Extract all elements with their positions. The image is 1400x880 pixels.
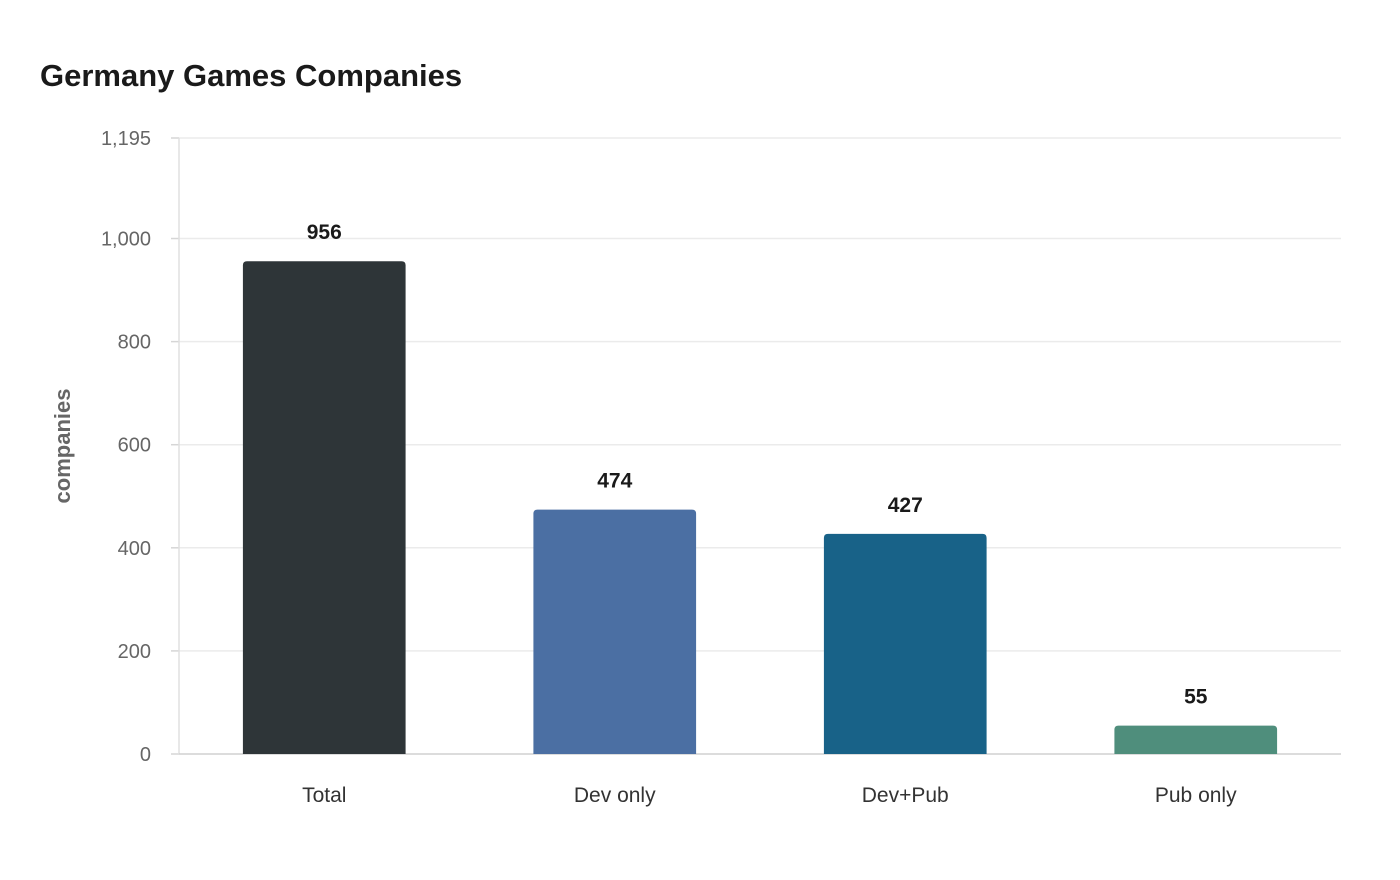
data-label: 55 (1184, 686, 1208, 709)
data-label: 474 (597, 470, 632, 493)
y-tick-label: 400 (118, 538, 151, 560)
y-tick-label: 800 (118, 332, 151, 354)
value-labels: 956 474 427 55 (307, 221, 1208, 708)
x-tick-label: Dev+Pub (862, 784, 949, 807)
y-tick-label: 0 (140, 744, 151, 766)
data-label: 956 (307, 221, 342, 244)
x-tick-label: Total (302, 784, 346, 807)
data-label: 427 (888, 494, 923, 517)
y-axis-title: companies (50, 389, 75, 504)
bar-total (242, 261, 406, 754)
bar-dev-pub (823, 533, 987, 754)
y-tick-label: 1,000 (101, 229, 151, 251)
chart-title: Germany Games Companies (40, 58, 463, 93)
bar-dev-only (533, 509, 697, 754)
y-tick-label: 1,195 (101, 128, 151, 150)
x-tick-label: Dev only (574, 784, 656, 807)
y-tick-label: 600 (118, 435, 151, 457)
y-tick-label: 200 (118, 641, 151, 663)
bars (242, 261, 1278, 754)
y-tick-labels: 0 200 400 600 800 1,000 1,195 (101, 128, 151, 766)
bar-pub-only (1114, 725, 1278, 754)
x-tick-label: Pub only (1155, 784, 1237, 807)
category-labels: Total Dev only Dev+Pub Pub only (302, 784, 1237, 807)
